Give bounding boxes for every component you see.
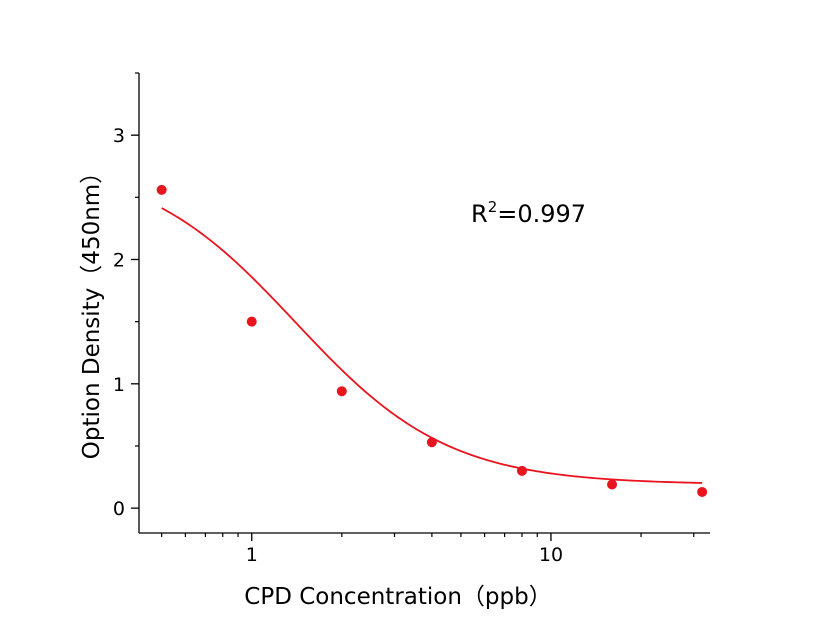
data-point — [607, 479, 618, 490]
y-tick-label: 3 — [113, 125, 125, 147]
data-point — [336, 386, 347, 397]
data-point — [156, 184, 167, 195]
y-tick-label: 1 — [113, 374, 125, 396]
y-tick-label: 2 — [113, 249, 125, 271]
r-label: R — [471, 200, 488, 228]
x-tick-label: 10 — [539, 544, 563, 566]
data-point — [697, 486, 708, 497]
r-superscript: 2 — [488, 198, 498, 216]
data-points — [156, 184, 708, 497]
data-point — [516, 465, 527, 476]
r-value: =0.997 — [497, 200, 586, 228]
y-tick-label: 0 — [113, 498, 125, 520]
x-tick-label: 1 — [246, 544, 258, 566]
data-point — [426, 437, 437, 448]
ticks — [131, 72, 695, 541]
y-axis-title: Option Density（450nm） — [79, 161, 105, 459]
data-point — [246, 316, 257, 327]
r-squared-annotation: R2=0.997 — [471, 198, 586, 228]
tick-labels: 0 1 2 3 1 10 — [113, 125, 563, 566]
x-axis-title: CPD Concentration（ppb） — [244, 584, 551, 610]
axes — [138, 73, 710, 534]
